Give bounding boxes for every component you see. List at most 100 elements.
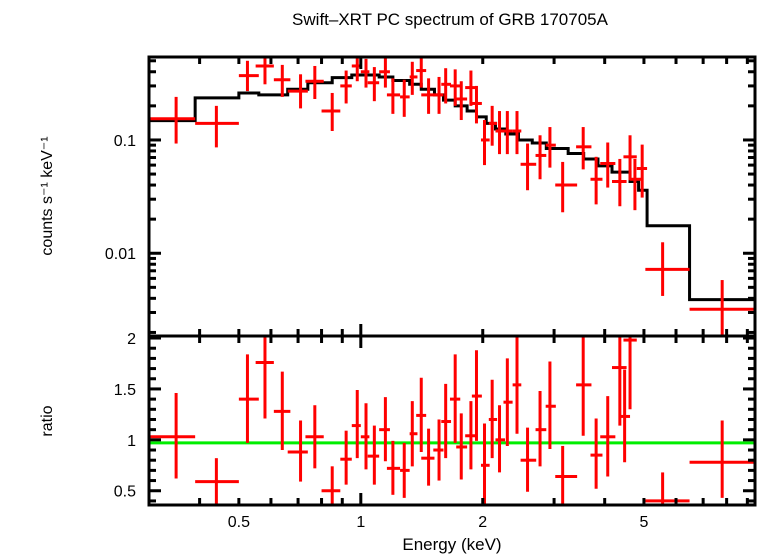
ratio-data-point [367, 425, 380, 485]
ratio-data-point [238, 354, 259, 443]
x-tick-label: 5 [639, 514, 648, 531]
ratio-data-point [600, 396, 616, 477]
ratio-panel: 0.5 1 1.5 2 ratio [39, 331, 757, 507]
ratio-data-point [441, 383, 452, 459]
y-tick-label: 1.5 [114, 382, 136, 399]
ratio-data-point [465, 401, 477, 470]
spectrum-data-point [351, 57, 361, 82]
spectrum-data-point [636, 144, 648, 198]
ratio-y-axis-label: ratio [39, 405, 56, 436]
spectrum-data-point [623, 135, 637, 181]
y-tick-label: 0.1 [114, 133, 136, 150]
ratio-data-point [255, 336, 274, 419]
ratio-data-point [512, 336, 522, 434]
spectrum-data-point [386, 78, 401, 114]
ratio-data-point [590, 418, 603, 489]
ratio-data-point [456, 413, 468, 480]
spectrum-data-point [545, 127, 556, 168]
ratio-data-point [421, 428, 435, 486]
spectrum-data-point [195, 105, 239, 148]
spectrum-panel: 0.1 0.01 counts s⁻¹ keV⁻¹ [39, 55, 757, 338]
ratio-y-ticks: 0.5 1 1.5 2 [114, 331, 755, 503]
spectrum-data-point [149, 96, 196, 144]
ratio-data-point [351, 389, 361, 459]
model-histogram [149, 73, 755, 302]
spectrum-data-points [149, 57, 755, 336]
spectrum-data-point [645, 242, 690, 296]
ratio-data-point [360, 403, 370, 470]
ratio-data-point [612, 336, 627, 426]
ratio-data-point [535, 390, 547, 467]
ratio-data-point [273, 371, 291, 451]
spectrum-data-point [379, 57, 390, 88]
spectrum-data-point [535, 135, 547, 180]
ratio-data-point [495, 405, 506, 473]
ratio-data-point [449, 354, 461, 443]
x-tick-label: 1 [356, 514, 365, 531]
ratio-data-point [555, 445, 578, 504]
ratio-data-point [576, 336, 592, 436]
spectrum-y-axis-label: counts s⁻¹ keV⁻¹ [39, 136, 56, 255]
spectrum-data-point [305, 65, 324, 99]
ratio-data-point [149, 393, 196, 479]
ratio-data-point [619, 369, 631, 463]
y-tick-label: 0.5 [114, 484, 136, 501]
x-ticks: 0.5 1 2 5 [147, 57, 749, 531]
spectrum-data-point [576, 127, 592, 170]
ratio-data-point [471, 350, 482, 441]
spectrum-y-ticks: 0.1 0.01 [105, 59, 755, 334]
ratio-data-point [480, 423, 490, 505]
spectrum-data-point [512, 111, 522, 155]
ratio-data-point [400, 442, 410, 498]
ratio-data-point [503, 358, 513, 446]
spectrum-data-point [471, 85, 482, 124]
spectrum-data-point [433, 76, 444, 114]
model-step-line [149, 73, 755, 302]
spectrum-data-point [612, 158, 627, 207]
ratio-data-point [305, 405, 324, 469]
spectrum-data-point [238, 60, 259, 92]
y-tick-label: 0.01 [105, 246, 136, 263]
spectrum-data-point [400, 79, 410, 117]
spectrum-data-point [255, 57, 274, 85]
spectrum-data-point [421, 78, 435, 114]
x-axis-label: Energy (keV) [402, 535, 501, 554]
spectrum-data-point [360, 58, 370, 88]
spectrum-data-point [600, 142, 616, 188]
ratio-data-point [409, 401, 418, 467]
ratio-data-points [149, 336, 755, 505]
ratio-data-point [340, 430, 352, 485]
spectrum-data-point [503, 111, 513, 155]
spectrum-data-point [689, 280, 755, 336]
ratio-data-point [488, 379, 498, 459]
ratio-data-point [416, 377, 427, 453]
spectrum-data-point [555, 161, 578, 213]
ratio-data-point [645, 472, 690, 505]
ratio-data-point [386, 440, 401, 495]
spectrum-data-point [465, 70, 477, 106]
spectrum-data-point [480, 120, 490, 166]
spectrum-data-point [456, 81, 468, 121]
y-tick-label: 2 [127, 331, 136, 348]
ratio-data-point [287, 420, 308, 482]
chart-title: Swift–XRT PC spectrum of GRB 170705A [292, 10, 609, 29]
spectrum-data-point [495, 111, 506, 155]
spectrum-data-point [367, 67, 380, 102]
spectrum-data-point [488, 105, 498, 146]
spectrum-data-point [590, 156, 603, 205]
ratio-data-point [520, 427, 537, 492]
ratio-data-point [545, 361, 556, 450]
spectrum-data-point [409, 61, 418, 95]
ratio-data-point [321, 466, 341, 505]
spectrum-data-point [520, 143, 537, 191]
x-tick-label: 2 [478, 514, 487, 531]
spectrum-data-point [441, 68, 452, 104]
spectrum-data-point [416, 57, 427, 88]
spectrum-data-point [273, 64, 291, 97]
y-tick-label: 1 [127, 433, 136, 450]
spectrum-data-point [340, 70, 352, 104]
spectrum-data-point [449, 69, 461, 106]
spectrum-data-point [321, 92, 341, 131]
ratio-data-point [195, 458, 239, 505]
